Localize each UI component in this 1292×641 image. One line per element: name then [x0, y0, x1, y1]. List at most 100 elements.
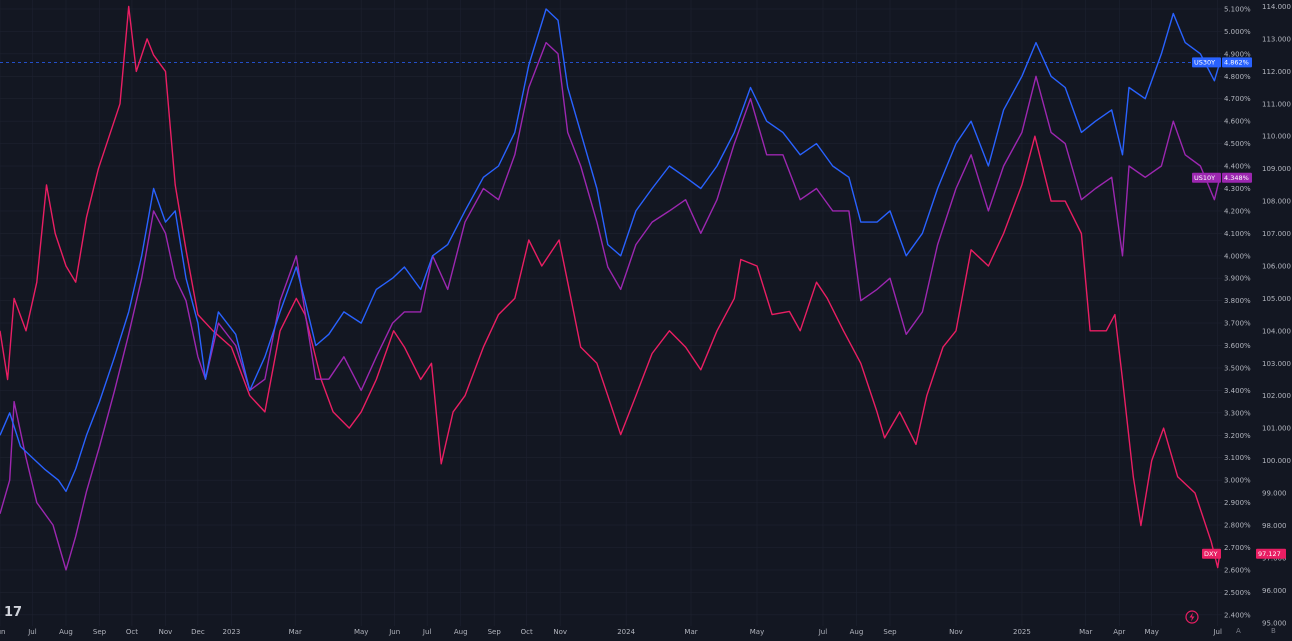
y-right-tick-label: 110.000	[1262, 133, 1291, 141]
x-tick-label: Jul	[27, 628, 37, 636]
y-right-tick-label: 107.000	[1262, 230, 1291, 238]
y-right-tick-label: 98.000	[1262, 522, 1287, 530]
y-left-tick-label: 3.000%	[1224, 477, 1251, 485]
x-tick-label: Jul	[818, 628, 828, 636]
y-right-tick-label: 112.000	[1262, 68, 1291, 76]
x-tick-label: 2024	[617, 628, 635, 636]
y-left-tick-label: 2.800%	[1224, 522, 1251, 530]
y-right-tick-label: 103.000	[1262, 360, 1291, 368]
y-right-tick-label: 108.000	[1262, 198, 1291, 206]
series-name-tag-us30y	[1192, 57, 1221, 68]
y-right-tick-label: 100.000	[1262, 457, 1291, 465]
series-line-us10y	[0, 41, 1221, 571]
y-left-tick-label: 3.200%	[1224, 432, 1251, 440]
y-axis-left-ticks: 5.100% 5.000% 4.900% 4.800% 4.700% 4.600% 4.50…	[1224, 5, 1251, 619]
series-name-tag-dxy	[1202, 548, 1221, 559]
y-left-tick-label: 4.300%	[1224, 185, 1251, 193]
tradingview-logo[interactable]: 17	[4, 604, 24, 618]
y-left-tick-label: 4.000%	[1224, 252, 1251, 260]
y-right-tick-label: 109.000	[1262, 165, 1291, 173]
y-left-tick-label: 3.500%	[1224, 364, 1251, 372]
y-right-tick-label: 104.000	[1262, 327, 1291, 335]
y-right-tick-label: 102.000	[1262, 392, 1291, 400]
x-tick-label: Nov	[553, 628, 567, 636]
y-right-tick-label: 96.000	[1262, 587, 1287, 595]
y-left-tick-label: 4.100%	[1224, 230, 1251, 238]
x-tick-label: Oct	[521, 628, 533, 636]
x-axis-ticks: Jun Jul Aug Sep Oct Nov Dec 2023 Mar May Jun Jul Aug…	[0, 628, 1222, 636]
x-tick-label: Dec	[191, 628, 205, 636]
y-left-tick-label: 4.700%	[1224, 95, 1251, 103]
y-left-tick-label: 4.600%	[1224, 118, 1251, 126]
log-scale-button[interactable]: B	[1271, 627, 1276, 635]
x-tick-label: Sep	[488, 628, 502, 636]
x-tick-label: 2023	[223, 628, 241, 636]
series-value-tag-text: 4.348%	[1224, 174, 1249, 182]
y-left-tick-label: 4.900%	[1224, 50, 1251, 58]
y-right-tick-label: 106.000	[1262, 262, 1291, 270]
y-left-tick-label: 4.200%	[1224, 207, 1251, 215]
y-left-tick-label: 2.900%	[1224, 499, 1251, 507]
y-left-tick-label: 3.700%	[1224, 320, 1251, 328]
x-tick-label: Mar	[1079, 628, 1092, 636]
y-right-tick-label: 95.000	[1262, 619, 1287, 627]
x-tick-label: May	[750, 628, 764, 636]
x-tick-label: Sep	[883, 628, 897, 636]
series-name-tag-text: US10Y	[1194, 174, 1215, 182]
logo-text: 17	[4, 605, 22, 618]
y-right-tick-label: 101.000	[1262, 425, 1291, 433]
y-left-tick-label: 3.100%	[1224, 454, 1251, 462]
y-right-tick-label: 113.000	[1262, 35, 1291, 43]
series-name-tag-text: DXY	[1204, 550, 1217, 558]
x-tick-label: Oct	[126, 628, 138, 636]
x-tick-label: Aug	[59, 628, 73, 636]
x-tick-label: 2025	[1013, 628, 1031, 636]
y-right-tick-label: 114.000	[1262, 3, 1291, 11]
x-tick-label: Nov	[159, 628, 173, 636]
y-left-tick-label: 2.400%	[1224, 611, 1251, 619]
series-value-tag-text: 4.862%	[1224, 59, 1249, 67]
series-value-tag-us10y	[1222, 172, 1252, 183]
y-left-tick-label: 4.500%	[1224, 140, 1251, 148]
series-name-tag-text: US30Y	[1194, 59, 1215, 67]
y-left-tick-label: 3.300%	[1224, 409, 1251, 417]
x-tick-label: Mar	[289, 628, 302, 636]
x-tick-label: Jun	[0, 628, 5, 636]
y-right-tick-label: 105.000	[1262, 295, 1291, 303]
series-line-us30y	[0, 8, 1221, 493]
x-tick-label: Nov	[949, 628, 963, 636]
y-right-tick-label: 99.000	[1262, 490, 1287, 498]
lightning-icon[interactable]	[1185, 610, 1199, 624]
y-left-tick-label: 2.600%	[1224, 566, 1251, 574]
y-left-tick-label: 5.000%	[1224, 28, 1251, 36]
x-tick-label: Apr	[1113, 628, 1125, 636]
y-left-tick-label: 5.100%	[1224, 5, 1251, 13]
x-tick-label: Jul	[1212, 628, 1222, 636]
series-lines	[0, 5, 1221, 571]
grid-lines	[0, 0, 1222, 626]
auto-scale-button[interactable]: A	[1236, 627, 1241, 635]
x-tick-label: Jul	[422, 628, 432, 636]
series-value-tag-us30y	[1222, 57, 1252, 68]
y-left-tick-label: 4.800%	[1224, 73, 1251, 81]
y-left-tick-label: 3.600%	[1224, 342, 1251, 350]
series-value-tag-dxy	[1256, 548, 1286, 559]
series-value-tags: US30Y 4.862% US10Y 4.348% DXY 97.127	[1192, 57, 1286, 559]
x-tick-label: Aug	[454, 628, 468, 636]
x-tick-label: Aug	[850, 628, 864, 636]
y-left-tick-label: 3.900%	[1224, 275, 1251, 283]
x-tick-label: May	[1144, 628, 1158, 636]
y-left-tick-label: 4.400%	[1224, 163, 1251, 171]
x-tick-label: May	[354, 628, 368, 636]
y-left-tick-label: 3.800%	[1224, 297, 1251, 305]
series-line-dxy	[0, 5, 1221, 569]
y-right-tick-label: 111.000	[1262, 100, 1291, 108]
x-tick-label: Mar	[684, 628, 697, 636]
x-tick-label: Jun	[388, 628, 400, 636]
series-name-tag-us10y	[1192, 172, 1221, 183]
x-tick-label: Sep	[93, 628, 107, 636]
y-left-tick-label: 3.400%	[1224, 387, 1251, 395]
y-left-tick-label: 2.500%	[1224, 589, 1251, 597]
